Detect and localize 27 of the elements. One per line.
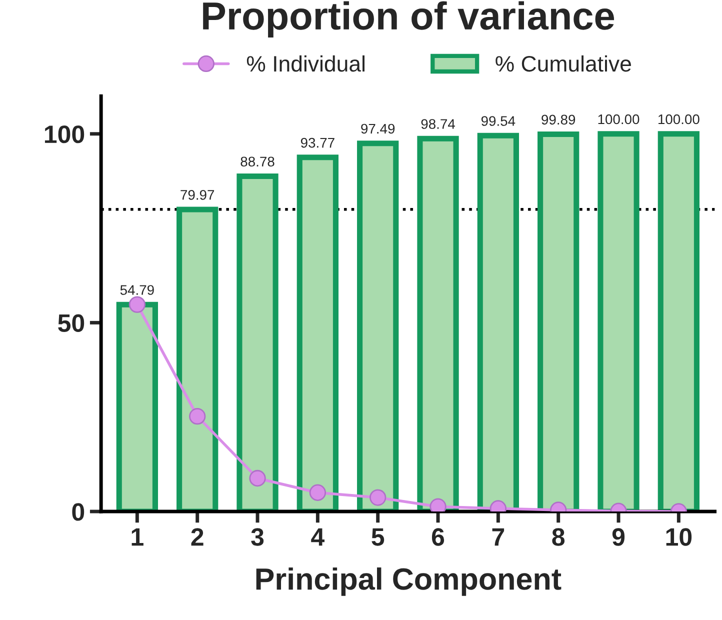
y-tick-label: 100: [44, 125, 84, 144]
x-tick-label: 10: [666, 528, 692, 546]
x-tick-label: 7: [492, 528, 504, 546]
x-tick-label: 6: [432, 528, 444, 546]
data-label: 97.49: [361, 124, 395, 134]
data-label: 99.54: [481, 116, 516, 126]
chart-title: Proportion of variance: [203, 1, 614, 38]
x-tick-label: 9: [612, 528, 625, 546]
data-label: 99.89: [542, 114, 576, 125]
data-label: 100.00: [658, 114, 700, 124]
x-tick-label: 8: [552, 528, 565, 546]
x-tick-label: 4: [311, 528, 324, 546]
y-tick-label: 50: [58, 314, 84, 332]
legend-label: % Individual: [246, 55, 364, 72]
data-label: 88.78: [240, 156, 274, 167]
data-label: 93.77: [300, 138, 334, 148]
x-tick-label: 3: [251, 528, 264, 546]
x-tick-label: 1: [132, 528, 144, 546]
x-tick-label: 5: [372, 528, 384, 546]
data-label: 98.74: [421, 119, 455, 129]
data-label: 100.00: [598, 114, 640, 124]
x-tick-label: 2: [191, 528, 204, 546]
legend-label: % Cumulative: [496, 55, 631, 72]
data-label: 79.97: [180, 190, 214, 200]
data-label: 54.79: [120, 285, 154, 295]
x-axis-title: Principal Component: [256, 567, 562, 596]
y-tick-label: 0: [72, 503, 84, 521]
